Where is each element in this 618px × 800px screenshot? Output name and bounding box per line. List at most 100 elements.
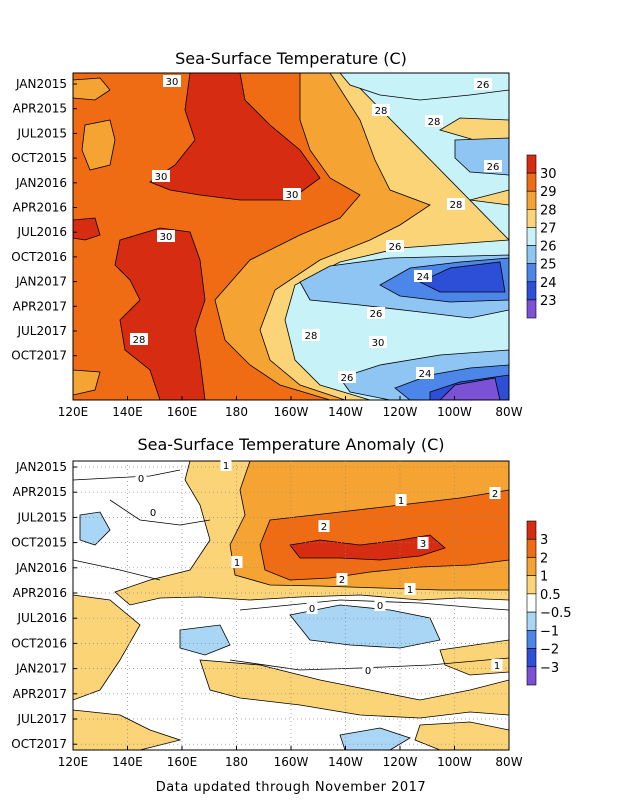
- sst-band-23: [419, 261, 506, 293]
- contour-label: 28: [375, 106, 388, 117]
- contour-label-box: [163, 75, 181, 87]
- y-tick-label: JUL2017: [16, 324, 67, 338]
- sst-band-26b: [339, 73, 509, 101]
- sst-panel: Sea-Surface Temperature (C): [11, 49, 556, 419]
- colorbar-swatch: [526, 154, 537, 174]
- contour-label-box: [416, 367, 434, 379]
- contour-label: 1: [398, 496, 404, 507]
- contour-label-box: [491, 659, 503, 671]
- y-tick-label: JAN2015: [15, 460, 67, 474]
- contour-label-box: [474, 78, 492, 90]
- colorbar-swatch: [526, 263, 537, 283]
- contour-label: 2: [321, 522, 327, 533]
- colorbar-label: −0.5: [540, 606, 572, 621]
- x-tick-label: 140W: [328, 405, 363, 419]
- ssta-x-axis: 120E 140E 160E 180 160W 140W 120W 100W 80W: [58, 746, 523, 769]
- x-tick-label: 120W: [383, 755, 418, 769]
- y-tick-label: APR2016: [13, 586, 67, 600]
- sst-band-28w3: [73, 369, 101, 396]
- contour-label: 0: [138, 474, 144, 485]
- colorbar-swatch: [526, 245, 537, 264]
- sst-band-28w2: [73, 77, 111, 101]
- contour-label-box: [447, 198, 465, 210]
- contour-label-box: [417, 537, 429, 549]
- x-tick-label: 180: [225, 755, 248, 769]
- contour-label: 30: [160, 232, 173, 243]
- y-tick-label: APR2016: [13, 201, 67, 215]
- y-tick-label: APR2015: [13, 485, 67, 499]
- contour-label: 26: [341, 373, 354, 384]
- contour-label-box: [386, 240, 404, 252]
- footer-note: Data updated through November 2017: [156, 780, 426, 795]
- contour-label-box: [425, 115, 443, 127]
- y-tick-label: OCT2017: [11, 737, 67, 751]
- x-tick-label: 180: [225, 405, 248, 419]
- contour-label: 0: [309, 604, 315, 615]
- colorbar-swatch: [526, 190, 537, 210]
- contour-label-box: [283, 188, 301, 200]
- contour-label: 2: [492, 489, 498, 500]
- x-tick-label: 120W: [383, 405, 418, 419]
- contour-label: 30: [286, 190, 299, 201]
- contour-label: 1: [223, 461, 229, 472]
- colorbar-swatch: [526, 172, 537, 192]
- colorbar-swatch: [526, 648, 537, 668]
- x-tick-label: 80W: [495, 405, 522, 419]
- sst-field: [73, 73, 509, 400]
- colorbar-swatch: [526, 557, 537, 576]
- sst-band-26: [284, 73, 509, 400]
- contour-label-box: [489, 487, 501, 499]
- ssta-y-axis: JAN2015 APR2015 JUL2015 OCT2015 JAN2016 APR20…: [11, 460, 77, 751]
- colorbar-label: 29: [540, 185, 557, 200]
- contour-label-box: [318, 520, 330, 532]
- x-tick-label: 140E: [112, 755, 143, 769]
- contour-label: 0: [365, 666, 371, 677]
- colorbar-swatch: [526, 209, 537, 228]
- contour-label-box: [157, 230, 175, 242]
- contour-label-box: [147, 506, 159, 518]
- ssta-title: Sea-Surface Temperature Anomaly (C): [138, 435, 445, 454]
- y-tick-label: JUL2015: [16, 510, 67, 524]
- contour-label: 26: [487, 162, 500, 173]
- colorbar-label: 0.5: [540, 588, 561, 603]
- colorbar-label: 28: [540, 203, 557, 218]
- ssta-zero-line: [73, 469, 211, 581]
- contour-label-box: [404, 583, 416, 595]
- colorbar-swatch: [526, 575, 537, 595]
- y-tick-label: JUL2015: [16, 126, 67, 140]
- sst-band-28w: [81, 119, 116, 171]
- colorbar-swatch: [526, 299, 537, 319]
- contour-label-box: [372, 104, 390, 116]
- contour-label-box: [306, 602, 318, 614]
- contour-label: 28: [428, 117, 441, 128]
- x-tick-label: 160W: [274, 755, 309, 769]
- y-tick-label: JAN2017: [15, 275, 67, 289]
- y-tick-label: JAN2015: [15, 77, 67, 91]
- y-tick-label: JUL2016: [16, 611, 67, 625]
- contour-label: 1: [407, 585, 413, 596]
- contour-label-box: [302, 329, 320, 341]
- y-tick-label: JUL2017: [16, 712, 67, 726]
- colorbar-label: 25: [540, 258, 557, 273]
- sst-x-axis: 120E 140E 160E 180 160W 140W 120W 100W 80W: [58, 396, 523, 419]
- ssta-band-05e: [414, 721, 509, 750]
- contour-label: 30: [166, 77, 179, 88]
- y-tick-label: JAN2017: [15, 662, 67, 676]
- contour-label: 28: [450, 200, 463, 211]
- x-tick-label: 100W: [437, 755, 472, 769]
- contour-label: 28: [133, 335, 146, 346]
- colorbar-label: −3: [540, 661, 559, 676]
- colorbar-label: 30: [540, 167, 557, 182]
- contour-label: 26: [477, 80, 490, 91]
- colorbar-swatch: [526, 227, 537, 246]
- y-tick-label: JAN2016: [15, 561, 67, 575]
- contour-label-box: [395, 494, 407, 506]
- colorbar-label: 27: [540, 221, 557, 236]
- contour-label: 30: [372, 338, 385, 349]
- colorbar-label: −1: [540, 624, 559, 639]
- contour-label: 28: [305, 331, 318, 342]
- y-tick-label: OCT2015: [11, 151, 67, 165]
- ssta-panel: Sea-Surface Temperature Anomaly (C): [11, 435, 571, 769]
- contour-label-box: [220, 459, 232, 471]
- contour-label-box: [152, 170, 170, 182]
